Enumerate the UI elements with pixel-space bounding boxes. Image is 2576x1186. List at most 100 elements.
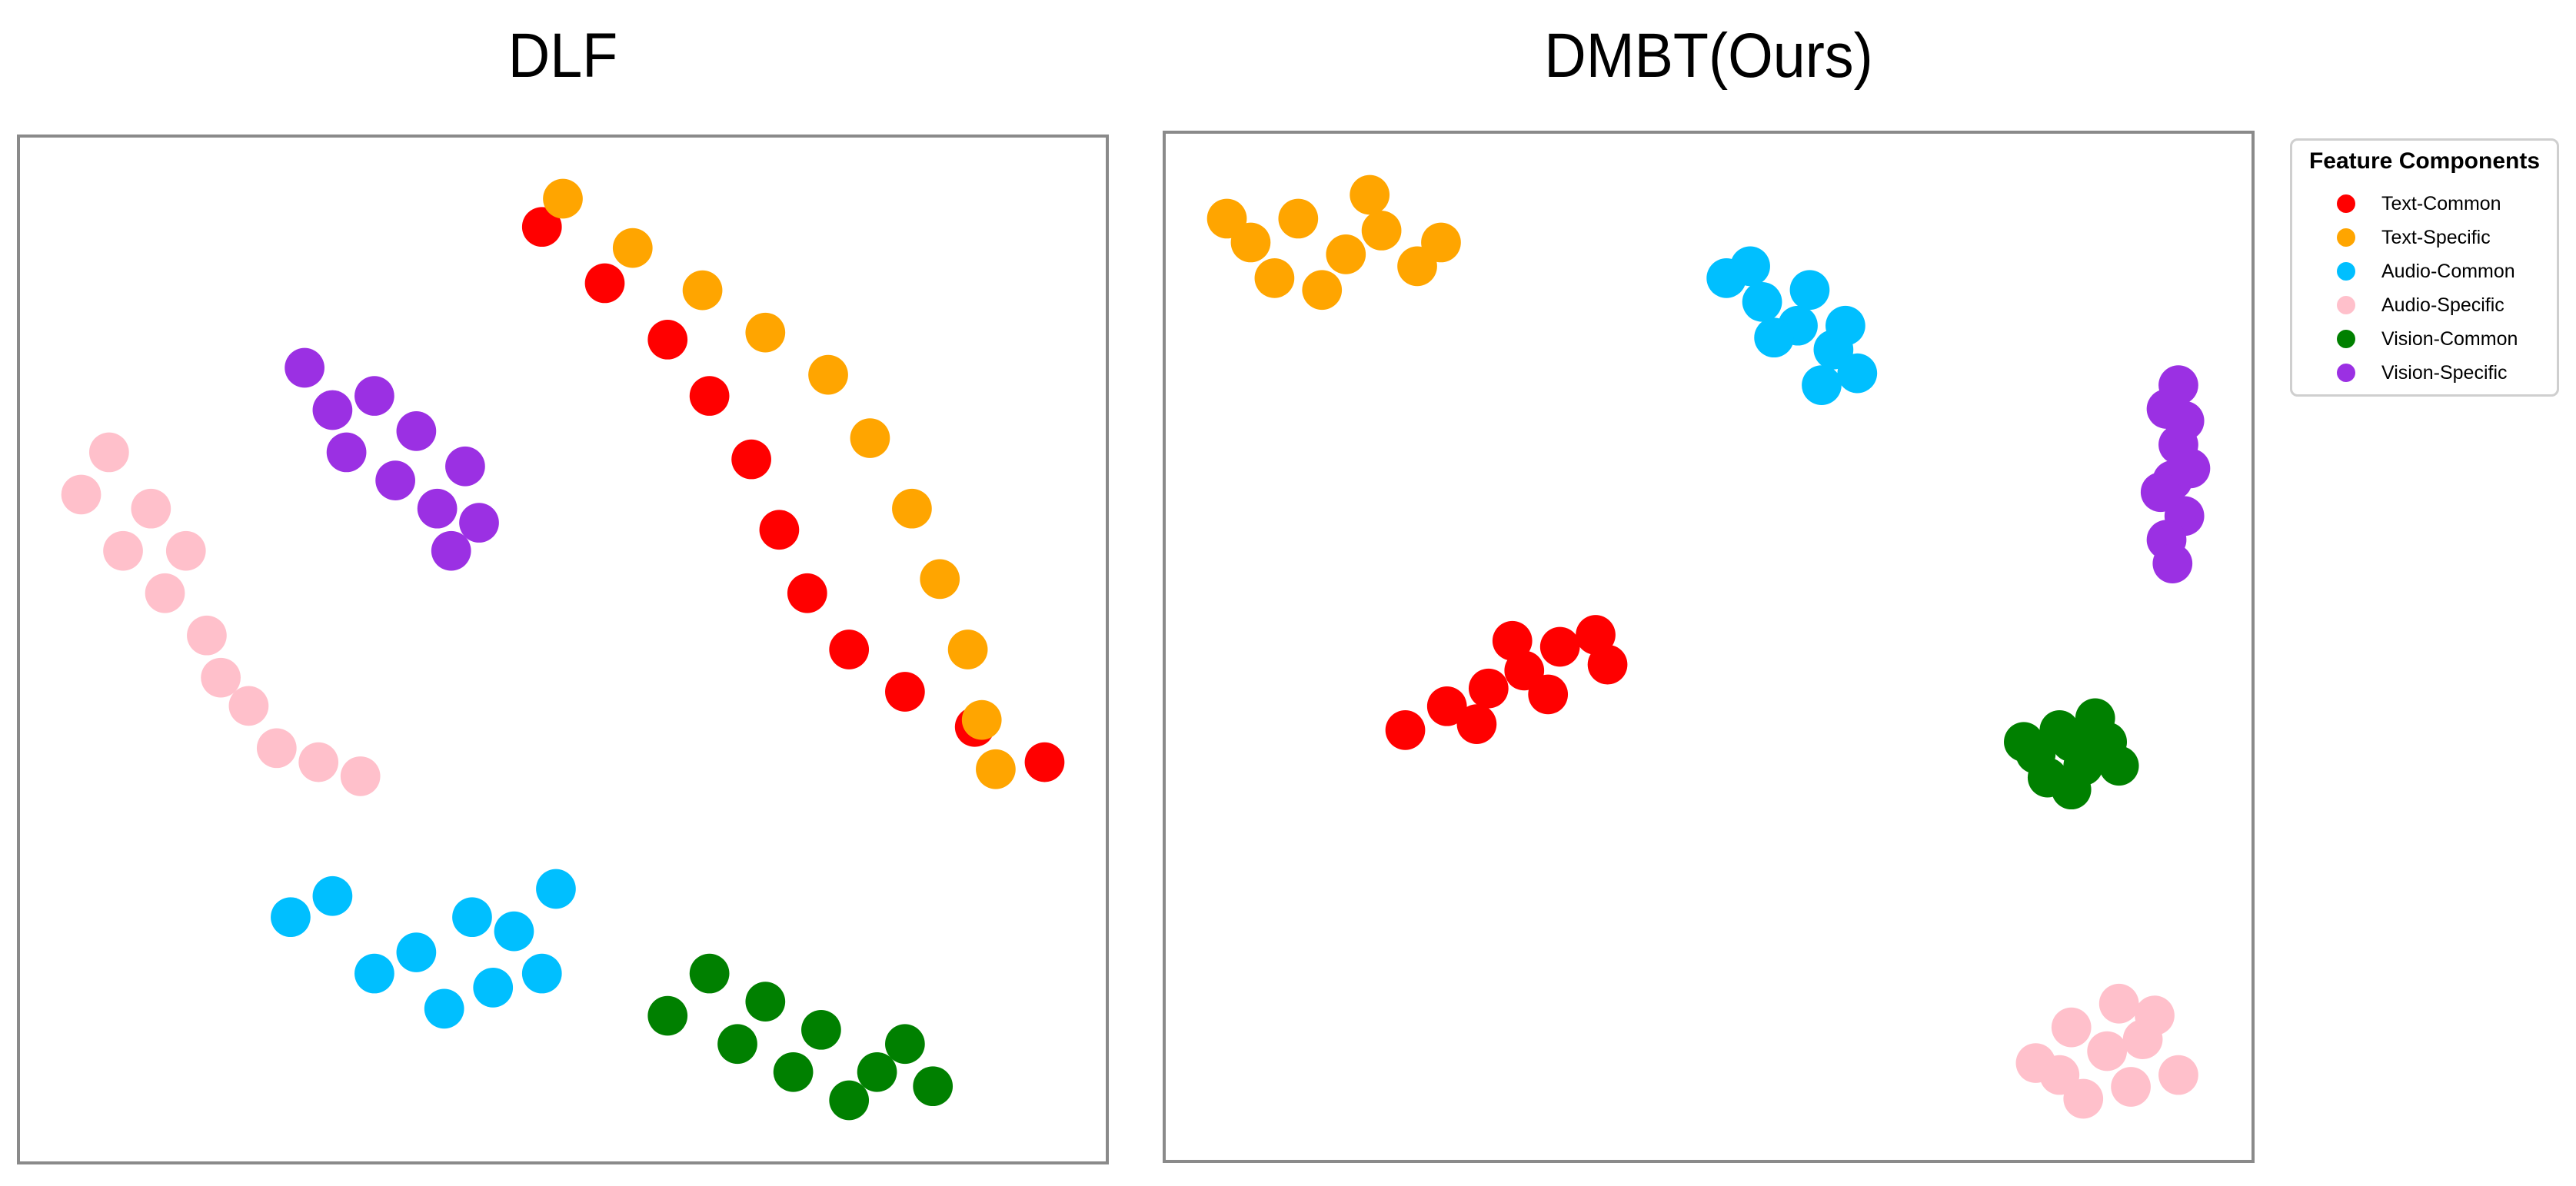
point-text-common-5 — [759, 510, 800, 550]
point-vision-specific-6 — [417, 488, 458, 529]
point-audio-common-8 — [1825, 305, 1865, 346]
point-vision-specific-6 — [2170, 448, 2211, 489]
legend-label: Audio-Common — [2381, 260, 2515, 282]
legend-title: Feature Components — [2308, 148, 2541, 174]
point-text-common-0 — [1385, 710, 1426, 750]
plot-area-dmbt — [1163, 131, 2255, 1163]
point-audio-specific-3 — [2111, 1067, 2151, 1107]
point-audio-common-4 — [424, 988, 464, 1029]
point-vision-common-2 — [717, 1024, 757, 1065]
point-audio-common-1 — [1742, 281, 1782, 322]
point-vision-common-6 — [829, 1080, 870, 1121]
point-audio-common-9 — [1802, 365, 1842, 405]
point-text-common-9 — [1587, 644, 1628, 685]
legend-marker-icon — [2337, 262, 2355, 281]
point-text-common-5 — [1576, 615, 1616, 655]
point-vision-specific-2 — [326, 432, 367, 473]
point-audio-common-5 — [452, 897, 492, 938]
point-vision-specific-9 — [459, 503, 499, 543]
legend-marker-icon — [2337, 194, 2355, 213]
point-audio-specific-8 — [2039, 1055, 2080, 1095]
series-audio-specific — [61, 432, 381, 796]
point-audio-specific-6 — [2098, 983, 2139, 1024]
series-audio-specific — [2015, 983, 2198, 1119]
series-text-specific — [543, 178, 1016, 789]
point-audio-specific-9 — [256, 728, 297, 769]
legend-marker-icon — [2337, 296, 2355, 314]
legend-item-audio-specific: Audio-Specific — [2337, 290, 2504, 321]
point-vision-specific-5 — [2158, 365, 2198, 405]
legend-item-text-specific: Text-Specific — [2337, 222, 2491, 253]
point-text-specific-4 — [808, 354, 848, 395]
legend-label: Vision-Specific — [2381, 361, 2508, 384]
scatter-plot-dmbt — [1206, 174, 2211, 1119]
point-audio-specific-10 — [298, 742, 339, 782]
point-audio-specific-6 — [187, 615, 227, 656]
point-text-specific-5 — [1302, 270, 1343, 311]
legend-label: Text-Common — [2381, 192, 2501, 214]
point-vision-common-7 — [857, 1051, 897, 1092]
point-audio-common-7 — [494, 911, 534, 952]
series-text-common — [521, 207, 1065, 782]
legend-item-vision-common: Vision-Common — [2337, 324, 2518, 354]
chart-title-dlf: DLF — [508, 21, 618, 91]
point-vision-common-8 — [2004, 722, 2044, 762]
point-text-common-8 — [885, 672, 925, 712]
point-text-specific-9 — [1206, 198, 1247, 239]
point-audio-specific-1 — [88, 432, 129, 473]
point-audio-common-6 — [473, 968, 514, 1008]
point-text-specific-1 — [1278, 198, 1319, 239]
point-text-specific-7 — [1350, 174, 1390, 215]
point-text-common-8 — [1492, 620, 1533, 661]
point-text-specific-3 — [1361, 211, 1402, 251]
point-text-specific-6 — [892, 488, 932, 529]
scatter-plot-dlf — [61, 178, 1065, 1121]
point-vision-specific-4 — [375, 460, 415, 500]
point-vision-specific-0 — [285, 347, 324, 388]
point-text-common-1 — [1426, 686, 1467, 726]
legend-marker-icon — [2337, 364, 2355, 382]
point-vision-specific-9 — [2152, 543, 2193, 583]
point-text-common-4 — [1539, 626, 1580, 667]
point-audio-common-4 — [1837, 353, 1878, 394]
point-vision-common-5 — [801, 1009, 841, 1050]
series-vision-common — [2004, 698, 2139, 810]
point-audio-common-2 — [354, 953, 394, 994]
point-text-specific-3 — [745, 312, 786, 353]
point-text-common-1 — [584, 263, 625, 304]
plot-area-dlf — [17, 135, 1109, 1164]
point-text-common-3 — [689, 376, 730, 416]
point-audio-specific-9 — [2122, 1019, 2163, 1059]
point-text-common-2 — [1468, 668, 1509, 709]
legend: Feature Components Text-Common Text-Speci… — [2290, 138, 2559, 397]
point-text-specific-8 — [947, 630, 988, 669]
point-vision-specific-5 — [396, 411, 437, 451]
point-text-common-0 — [521, 207, 562, 247]
series-vision-common — [647, 953, 954, 1121]
legend-item-text-common: Text-Common — [2337, 188, 2501, 219]
point-text-specific-2 — [682, 270, 723, 311]
point-audio-specific-2 — [103, 530, 143, 571]
point-text-specific-6 — [1254, 258, 1295, 298]
series-audio-common — [1706, 246, 1878, 405]
point-text-common-10 — [1024, 742, 1065, 782]
point-vision-common-4 — [773, 1051, 814, 1092]
point-vision-specific-1 — [312, 390, 353, 430]
point-text-common-6 — [1456, 704, 1497, 744]
point-audio-common-1 — [312, 875, 353, 916]
legend-label: Audio-Specific — [2381, 294, 2504, 316]
point-vision-common-0 — [647, 995, 688, 1036]
point-text-specific-7 — [920, 559, 960, 600]
point-text-specific-2 — [1326, 234, 1366, 274]
point-audio-specific-7 — [2158, 1055, 2198, 1095]
point-audio-common-3 — [396, 932, 437, 972]
point-vision-common-5 — [2027, 757, 2068, 798]
point-vision-specific-7 — [2140, 472, 2181, 513]
point-audio-specific-3 — [131, 488, 171, 529]
point-text-specific-1 — [612, 228, 653, 268]
point-text-specific-10 — [976, 749, 1016, 789]
point-audio-common-5 — [1754, 317, 1794, 358]
point-vision-specific-8 — [445, 446, 485, 487]
point-audio-specific-4 — [145, 573, 185, 613]
series-vision-specific — [2140, 365, 2211, 583]
